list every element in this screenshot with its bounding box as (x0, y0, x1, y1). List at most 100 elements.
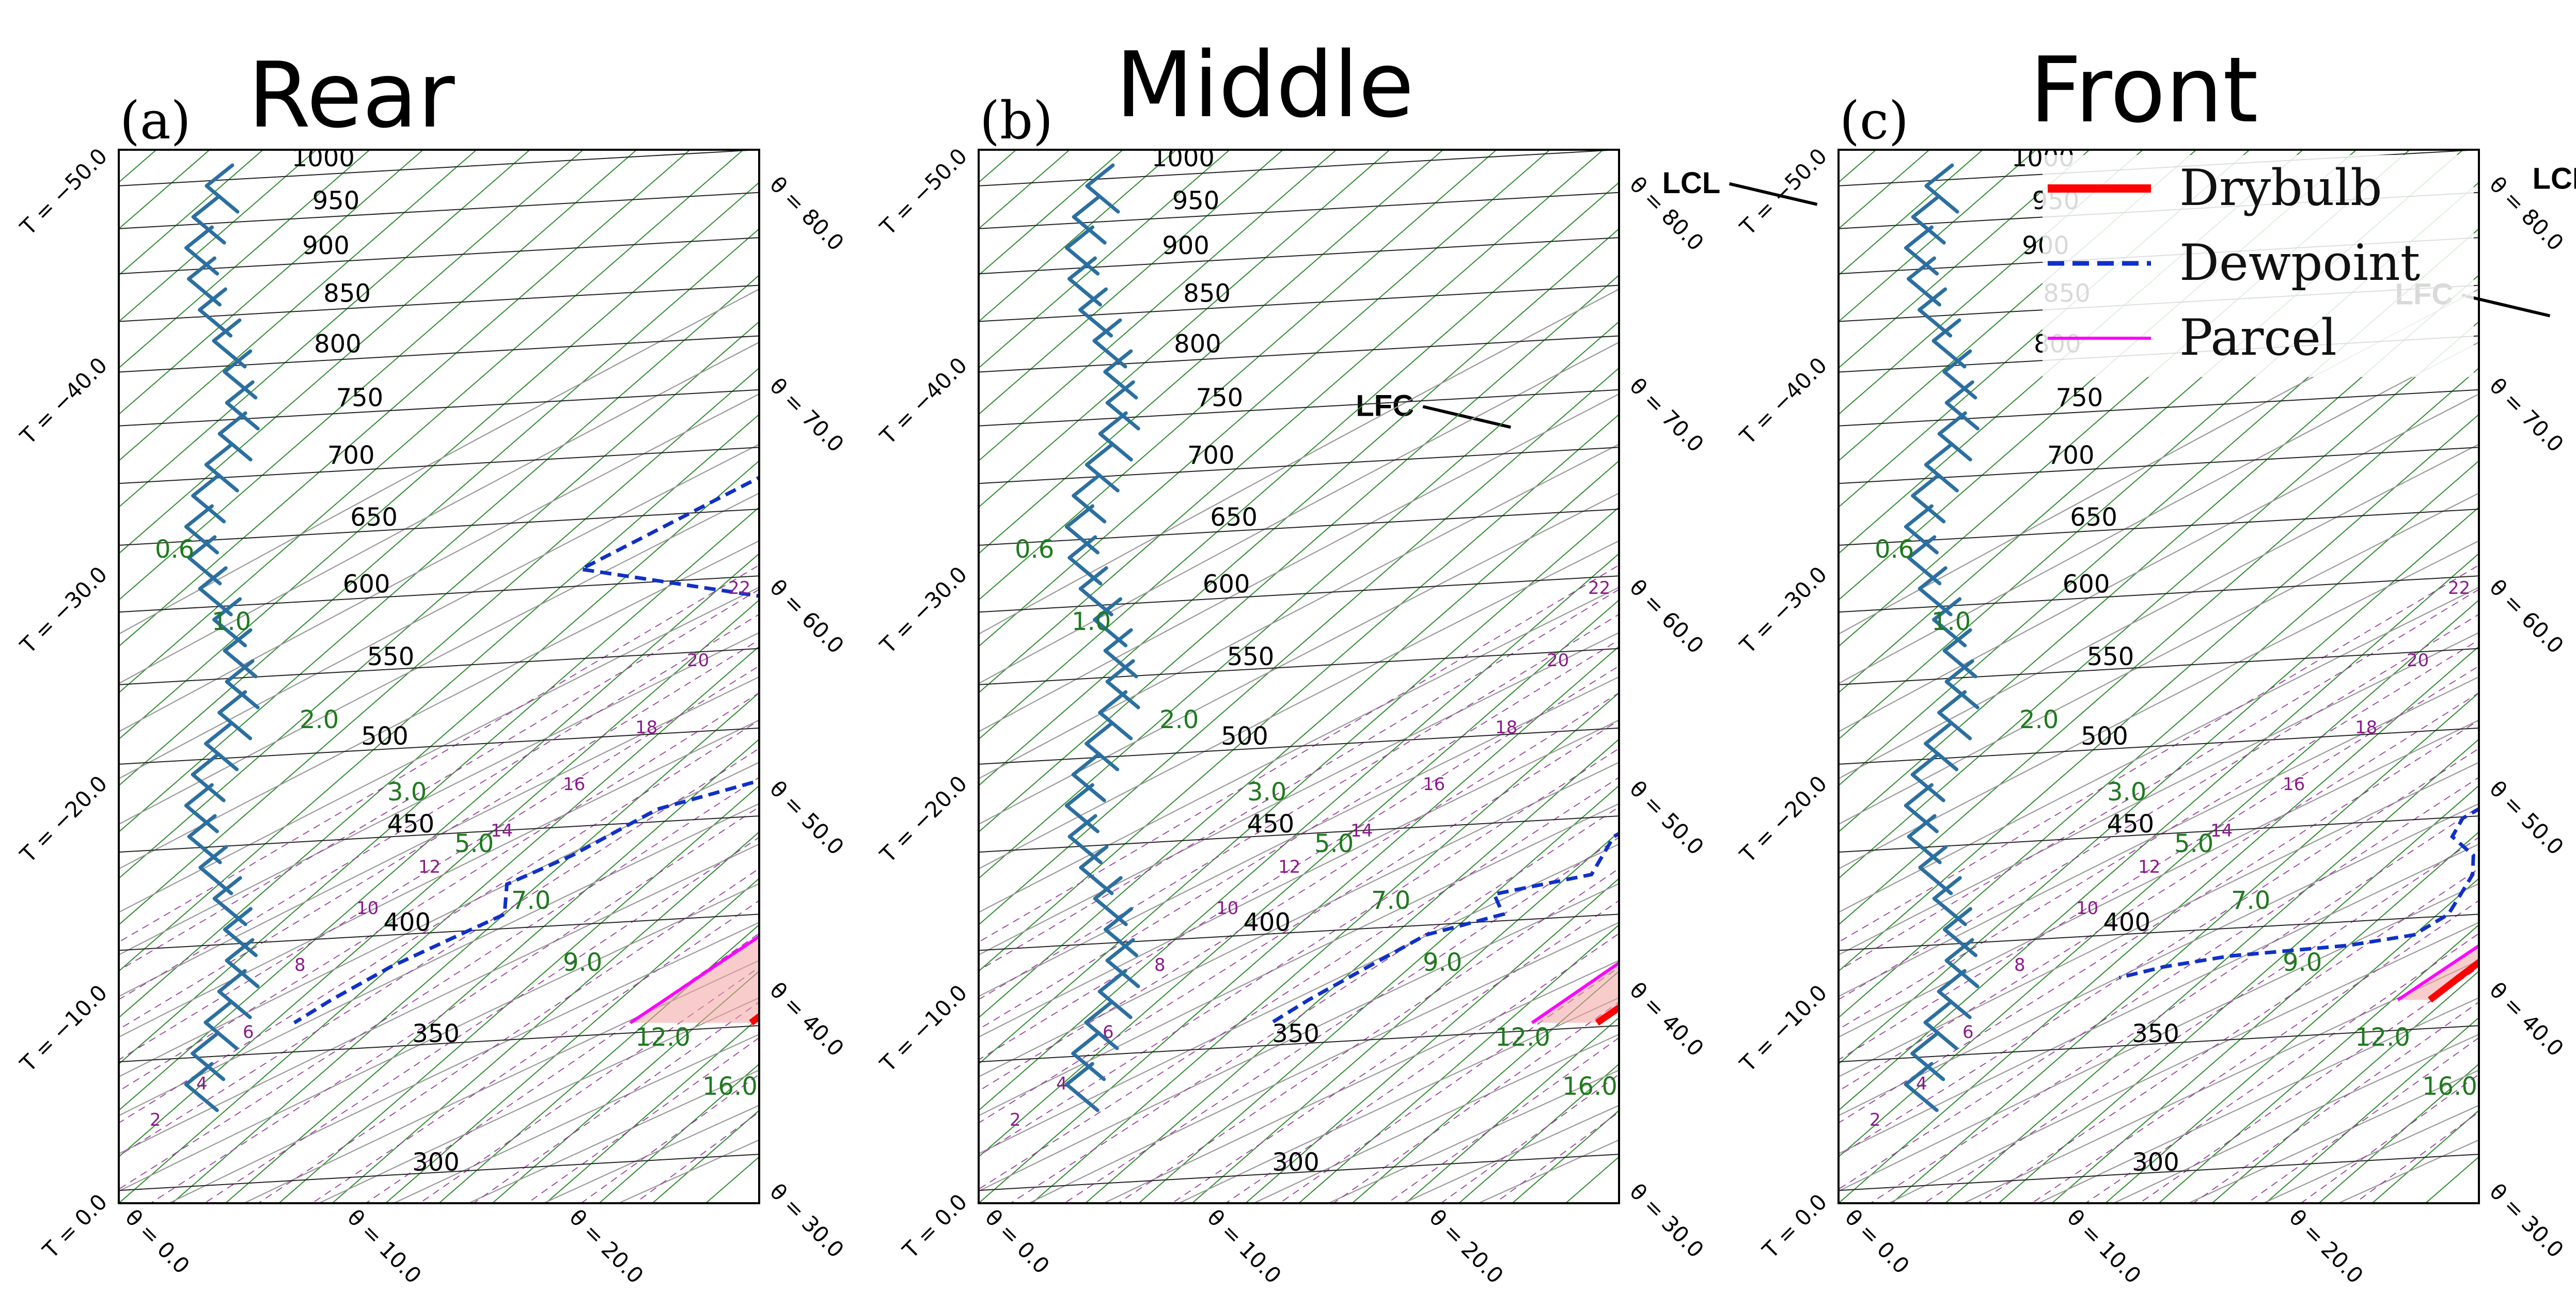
mixing-ratio-label: 2.0 (300, 705, 339, 734)
wind-barb (186, 256, 222, 307)
lcl-label: LCL (1662, 166, 1721, 200)
dry-adiabat-line (119, 632, 759, 956)
mixing-ratio-label: 0.6 (1015, 535, 1054, 564)
wind-barb (1092, 318, 1127, 369)
dry-adiabat-line (1839, 443, 2479, 780)
moist-adiabat-label: 14 (491, 821, 513, 841)
wind-barb (1098, 690, 1133, 741)
isobar-label: 900 (302, 231, 350, 260)
wind-barb (1093, 876, 1128, 926)
mixing-ratio-label: 0.6 (1875, 535, 1914, 564)
isobar-label: 400 (2103, 908, 2150, 937)
wind-barb (1918, 287, 1953, 338)
right-tick-label: θ = 60.0 (765, 574, 849, 658)
moist-adiabat-label: 8 (1154, 955, 1166, 975)
isobar-label: 400 (383, 908, 431, 937)
isotherm-line (119, 506, 759, 1065)
isobar-line (119, 575, 759, 613)
wind-barb (187, 535, 222, 586)
mixing-ratio-label: 16.0 (1562, 1072, 1617, 1101)
isobar-label: 400 (1243, 908, 1291, 937)
isobar-label: 650 (2070, 503, 2117, 532)
isotherm-line (979, 150, 1390, 508)
isobar-line (979, 1154, 1619, 1191)
isotherm-line (1839, 506, 2479, 1065)
moist-adiabat-line (2031, 900, 2479, 1203)
wind-barb (184, 783, 219, 833)
wind-barb (223, 628, 258, 679)
dry-adiabat-line (979, 676, 1619, 997)
dry-adiabat-line (979, 632, 1619, 956)
isotherm-line (2158, 924, 2479, 1203)
mixing-ratio-label: 9.0 (563, 948, 602, 977)
moist-adiabat-label: 6 (1962, 1022, 1974, 1043)
mixing-ratio-label: 7.0 (1371, 886, 1410, 915)
wind-barb (217, 411, 253, 462)
wind-barb (1911, 473, 1946, 524)
moist-adiabat-line (1839, 639, 2479, 1030)
wind-barb (1067, 256, 1102, 307)
isobar-label: 700 (2047, 441, 2095, 470)
isobar-line (119, 285, 759, 322)
isotherm-line (979, 321, 1619, 879)
isobar-label: 300 (2132, 1148, 2179, 1177)
wind-barb (184, 504, 219, 555)
mixing-ratio-label: 12.0 (2355, 1023, 2410, 1052)
wind-barb (225, 659, 260, 710)
isotherm-line (119, 150, 584, 555)
mixing-ratio-label: 1.0 (212, 607, 251, 636)
dry-adiabat-line (1839, 393, 2479, 733)
isotherm-line (225, 738, 759, 1203)
moist-adiabat-label: 8 (294, 955, 306, 975)
dry-adiabat-line (119, 843, 759, 1155)
isobar-line (979, 192, 1619, 229)
mixing-ratio-label: 16.0 (702, 1072, 758, 1101)
isobar-label: 300 (412, 1148, 460, 1177)
plot-area: 3003504004505005506006507007508008509009… (1839, 150, 2479, 1203)
left-tick-label: T = 0.0 (1757, 1189, 1832, 1263)
isobar-label: 700 (1187, 441, 1235, 470)
left-tick-label: T = −30.0 (15, 561, 112, 658)
left-tick-label: T = −10.0 (875, 980, 972, 1077)
isotherm-line (119, 367, 759, 926)
wind-barb (184, 225, 219, 276)
mixing-ratio-label: 9.0 (1423, 948, 1462, 977)
bottom-tick-label: θ = 10.0 (2062, 1204, 2146, 1288)
isobar-line (979, 727, 1619, 765)
moist-adiabat-label: 16 (563, 774, 585, 795)
isotherm-line (119, 460, 759, 1018)
isobar-line (119, 1154, 759, 1191)
dry-adiabat-line (1839, 762, 2479, 1078)
mixing-ratio-label: 12.0 (635, 1023, 690, 1052)
wind-barb (191, 194, 226, 245)
isotherm-line (1839, 321, 2479, 879)
wind-barb (191, 473, 226, 524)
moist-adiabat-line (527, 1037, 759, 1203)
dry-adiabat-line (979, 443, 1619, 780)
right-tick-label: θ = 50.0 (1625, 776, 1709, 860)
dry-adiabat-line (979, 883, 1619, 1192)
right-tick-label: θ = 70.0 (1625, 373, 1709, 457)
isotherm-line (171, 692, 759, 1203)
isotherm-line (1839, 460, 2479, 1018)
moist-adiabat-line (1839, 692, 2479, 1092)
dry-adiabat-line (119, 676, 759, 997)
moist-adiabat-line (1839, 564, 2479, 943)
moist-adiabat-line (979, 639, 1619, 1030)
isobar-label: 350 (1272, 1019, 1320, 1048)
moist-adiabat-label: 4 (1056, 1074, 1067, 1094)
wind-barb (1067, 535, 1103, 586)
panel-title: Rear (248, 43, 455, 148)
isotherm-line (385, 877, 759, 1203)
right-tick-label: θ = 80.0 (765, 171, 849, 256)
isobar-line (119, 192, 759, 229)
wind-barb (217, 690, 253, 741)
isotherm-line (1245, 877, 1619, 1203)
isobar-line (119, 815, 759, 853)
isotherm-line (2265, 1017, 2479, 1203)
isobar-line (1839, 1154, 2479, 1191)
moist-adiabat-line (1839, 589, 2479, 971)
moist-adiabat-label: 20 (2407, 650, 2429, 671)
isobar-line (979, 389, 1619, 427)
